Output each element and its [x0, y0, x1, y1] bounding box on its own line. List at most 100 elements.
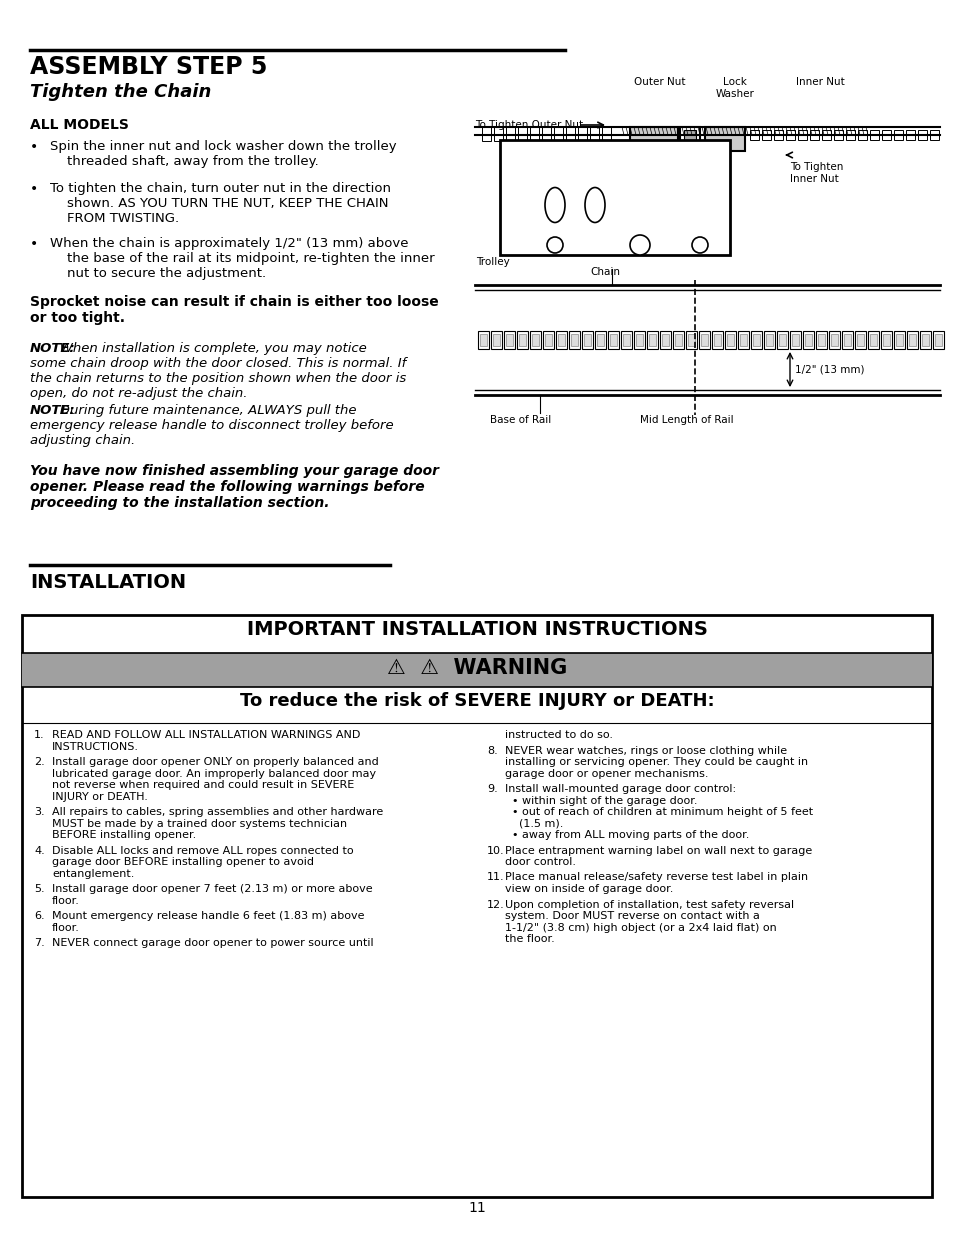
Bar	[802, 331, 813, 350]
Bar	[601, 127, 610, 141]
Text: To Tighten
Inner Nut: To Tighten Inner Nut	[789, 162, 842, 184]
Bar	[687, 333, 695, 346]
Bar	[634, 331, 644, 350]
Bar	[809, 130, 818, 140]
Bar	[773, 130, 782, 140]
Bar	[929, 130, 938, 140]
Bar	[558, 333, 564, 346]
Bar	[908, 333, 915, 346]
Bar	[607, 331, 618, 350]
Bar	[479, 333, 486, 346]
Bar	[494, 127, 502, 141]
Bar	[791, 333, 799, 346]
Bar	[530, 127, 538, 141]
Text: instructed to do so.: instructed to do so.	[504, 730, 613, 740]
Text: Spin the inner nut and lock washer down the trolley
    threaded shaft, away fro: Spin the inner nut and lock washer down …	[50, 140, 396, 168]
Bar	[779, 333, 785, 346]
Bar	[517, 127, 526, 141]
Bar	[921, 333, 928, 346]
Bar	[828, 331, 840, 350]
Text: Upon completion of installation, test safety reversal
system. Door MUST reverse : Upon completion of installation, test sa…	[504, 899, 793, 945]
Text: 2.: 2.	[34, 757, 45, 767]
Bar	[869, 333, 876, 346]
Bar	[675, 333, 681, 346]
Bar	[661, 333, 668, 346]
Text: •: •	[30, 182, 38, 196]
Bar	[843, 333, 850, 346]
Bar	[609, 333, 617, 346]
Bar	[597, 333, 603, 346]
Text: 3.: 3.	[34, 806, 45, 818]
Text: 5.: 5.	[34, 884, 45, 894]
Text: Sprocket noise can result if chain is either too loose
or too tight.: Sprocket noise can result if chain is ei…	[30, 295, 438, 325]
Circle shape	[546, 237, 562, 253]
Bar	[595, 331, 605, 350]
Bar	[905, 130, 914, 140]
Text: Mount emergency release handle 6 feet (1.83 m) above
floor.: Mount emergency release handle 6 feet (1…	[52, 911, 364, 932]
Bar	[906, 331, 917, 350]
Text: NEVER connect garage door opener to power source until: NEVER connect garage door opener to powe…	[52, 939, 374, 948]
Text: •: •	[30, 237, 38, 251]
Text: During future maintenance, ALWAYS pull the
emergency release handle to disconnec: During future maintenance, ALWAYS pull t…	[30, 404, 394, 447]
Bar	[869, 130, 878, 140]
Text: NOTE:: NOTE:	[30, 342, 75, 354]
Text: All repairs to cables, spring assemblies and other hardware
MUST be made by a tr: All repairs to cables, spring assemblies…	[52, 806, 383, 840]
Text: You have now finished assembling your garage door
opener. Please read the follow: You have now finished assembling your ga…	[30, 464, 438, 510]
Bar	[919, 331, 930, 350]
Bar	[765, 333, 772, 346]
Bar	[568, 331, 579, 350]
Bar	[817, 333, 824, 346]
Bar	[854, 331, 865, 350]
Text: To tighten the chain, turn outer nut in the direction
    shown. AS YOU TURN THE: To tighten the chain, turn outer nut in …	[50, 182, 391, 225]
Text: •: •	[30, 140, 38, 154]
Bar	[22, 653, 931, 687]
Bar	[22, 615, 931, 1197]
Bar	[517, 331, 527, 350]
Bar	[679, 127, 700, 144]
Text: Install wall-mounted garage door control:
  • within sight of the garage door.
 : Install wall-mounted garage door control…	[504, 784, 812, 840]
Bar	[776, 331, 787, 350]
Circle shape	[629, 235, 649, 254]
Text: Place entrapment warning label on wall next to garage
door control.: Place entrapment warning label on wall n…	[504, 846, 811, 867]
Text: 6.: 6.	[34, 911, 45, 921]
Bar	[740, 333, 746, 346]
Bar	[713, 333, 720, 346]
Bar	[845, 130, 854, 140]
Text: Trolley: Trolley	[476, 257, 509, 267]
Text: 11: 11	[468, 1200, 485, 1215]
Text: Tighten the Chain: Tighten the Chain	[30, 83, 212, 101]
Text: ASSEMBLY STEP 5: ASSEMBLY STEP 5	[30, 56, 267, 79]
Bar	[752, 333, 760, 346]
Bar	[893, 130, 902, 140]
Bar	[636, 333, 642, 346]
Bar	[932, 331, 943, 350]
Circle shape	[691, 237, 707, 253]
Bar	[699, 331, 709, 350]
Bar	[830, 333, 837, 346]
Text: Place manual release/safety reverse test label in plain
view on inside of garage: Place manual release/safety reverse test…	[504, 872, 807, 894]
Bar	[629, 127, 678, 151]
Bar	[493, 333, 499, 346]
Bar	[648, 333, 656, 346]
Text: Outer Nut: Outer Nut	[634, 77, 685, 86]
Bar	[685, 331, 697, 350]
Text: 10.: 10.	[486, 846, 504, 856]
Bar	[581, 331, 593, 350]
Text: IMPORTANT INSTALLATION INSTRUCTIONS: IMPORTANT INSTALLATION INSTRUCTIONS	[246, 620, 707, 638]
Text: To reduce the risk of SEVERE INJURY or DEATH:: To reduce the risk of SEVERE INJURY or D…	[239, 692, 714, 710]
Bar	[821, 130, 830, 140]
Bar	[683, 130, 696, 142]
Bar	[749, 130, 759, 140]
Text: 8.: 8.	[486, 746, 497, 756]
Bar	[505, 127, 515, 141]
Bar	[542, 331, 554, 350]
Text: 4.: 4.	[34, 846, 45, 856]
Bar	[763, 331, 774, 350]
Bar	[867, 331, 878, 350]
Text: To Tighten Outer Nut: To Tighten Outer Nut	[475, 120, 582, 130]
Bar	[711, 331, 722, 350]
Bar	[895, 333, 902, 346]
Bar	[893, 331, 904, 350]
Text: 1/2" (13 mm): 1/2" (13 mm)	[794, 364, 863, 374]
Text: INSTALLATION: INSTALLATION	[30, 573, 186, 592]
